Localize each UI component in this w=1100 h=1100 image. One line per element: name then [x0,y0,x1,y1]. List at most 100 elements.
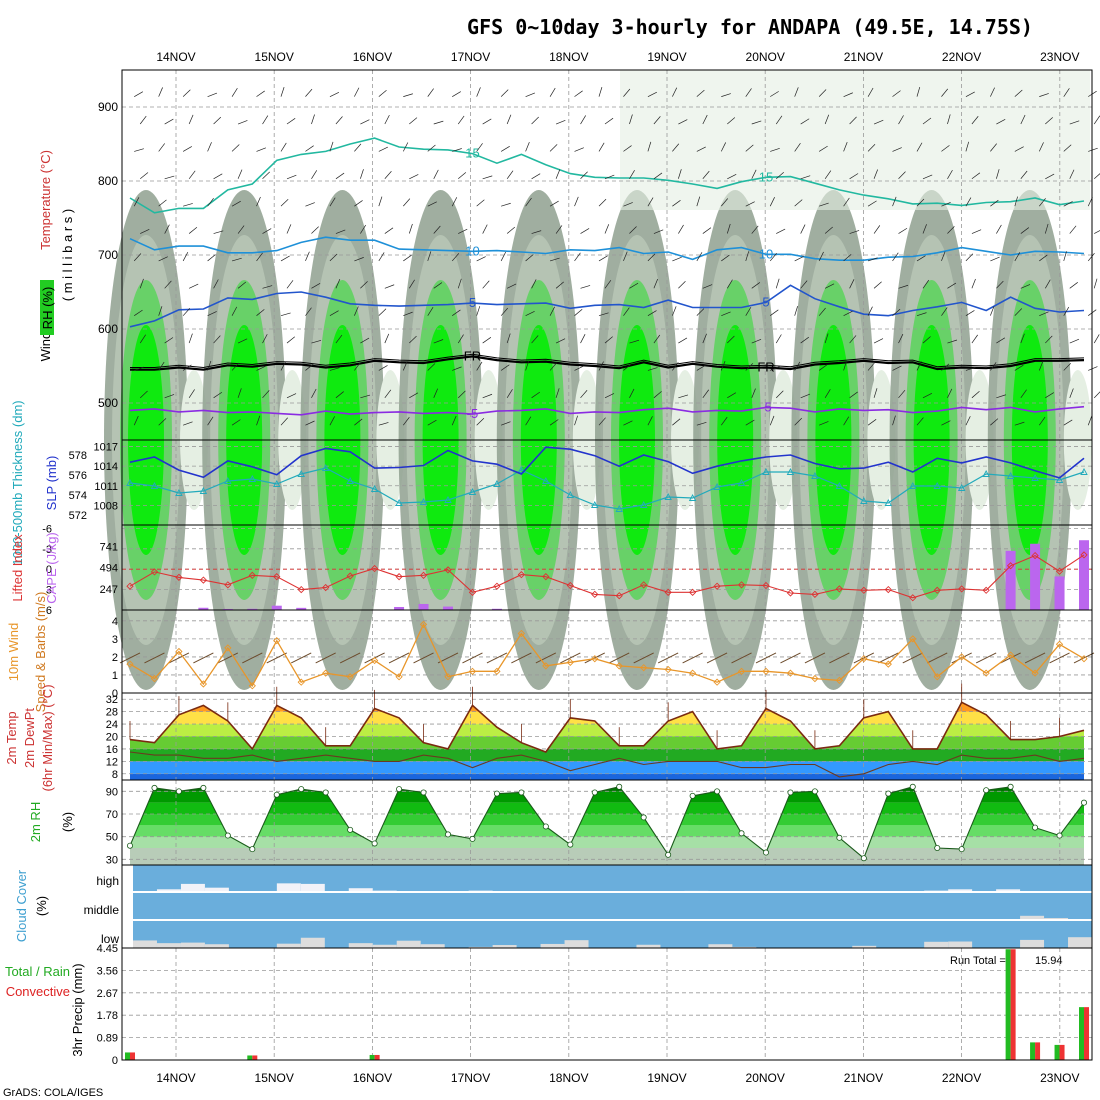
wind-barb [262,334,268,344]
thickness-marker [224,477,232,484]
wind-barb [745,144,754,152]
wind-speed-marker [224,644,232,652]
lifted-ytick-3: 3 [46,585,52,597]
upper-air-label-temp: Temperature (°C) [38,150,53,250]
wind-barb [384,171,392,180]
wind-barb [525,142,530,152]
wind-barb [354,87,360,97]
wind-ytick-0: 0 [112,688,118,700]
wind-barb [990,362,997,371]
lifted-marker [297,585,305,594]
wind-barb [1044,279,1051,289]
slp-ytick-1008: 1008 [94,500,118,512]
wind-barb [702,227,712,234]
wind-barb [188,170,196,179]
rh-2m-marker [518,789,525,796]
wind-barb [549,306,555,316]
wind-barb [653,116,661,125]
wind-speed-marker [395,673,403,681]
wind-barb [818,364,828,371]
wind-barb [134,148,144,152]
wind-barb [653,391,662,399]
wind-barb [598,255,608,262]
rh-2m-marker [175,788,182,795]
wind-barb [158,306,163,316]
wind-barb [751,388,756,398]
rh-2m-marker [127,842,134,849]
wind-barb [672,418,681,426]
wind-barb [574,415,578,426]
temp-2m-line [129,701,1085,753]
contour-10 [129,236,1085,262]
wind-barb [280,417,288,426]
wind-barb [500,364,510,371]
wind-barb [623,145,632,152]
wind-barb [1093,173,1100,180]
rh-ytick-50: 50 [106,832,118,844]
wind-barb [402,142,409,152]
wind-barb [378,365,388,371]
wind-barb [506,114,512,125]
precip-frame [121,947,1093,1061]
wind-barb [164,224,170,234]
rh-bands [130,786,1084,865]
lifted-marker [737,581,746,589]
cape-bar [418,603,429,610]
wind-barb [892,308,901,316]
grads-footer: GrADS: COLA/IGES [3,1087,103,1099]
precip-legend-conv: Convective [6,984,70,999]
wind-barb [188,333,193,344]
wind-barb [922,224,927,234]
precip-conv-bar [1010,949,1016,1060]
rh-2m-marker [860,855,867,862]
thickness-ytick-578: 578 [69,450,87,462]
run-total-label: Run Total = [950,955,1006,967]
thickness-marker [248,475,257,482]
cloud-low-bar [1020,939,1045,948]
wind-barb [720,142,727,152]
wind-barb [427,144,436,152]
wind-barb [182,308,191,316]
wind-10m-barb [633,652,654,664]
wind-barb [916,361,922,371]
wind-speed-marker [566,658,574,666]
cape-bar [296,607,307,610]
wind-barb [623,88,631,97]
wind-speed-marker [664,665,672,674]
rh-2m-marker [787,789,794,796]
wind-barb [745,251,750,262]
wind-10m-barb [339,652,361,664]
wind-barb [384,389,392,399]
wind-barb [182,146,192,152]
wind-barb [207,311,217,316]
wind-speed-marker [958,653,966,661]
cloud-low-bar [636,944,661,948]
slp-ytick-1011: 1011 [94,481,118,493]
wind-barb [996,169,1000,179]
wind-barb [305,307,312,316]
wind-10m-barb [1073,652,1095,664]
wind-barb [531,391,541,399]
thickness-marker [395,499,403,506]
wind-barb [482,175,493,180]
wind-ytick-3: 3 [112,634,118,646]
cloud-low-bar [300,937,325,948]
temp-ytick-20: 20 [106,732,118,744]
wind-barb [696,146,706,152]
lifted-marker [884,585,892,594]
wind-10m-barb [291,652,312,664]
wind-speed-marker [737,667,746,675]
wind-barb [1063,201,1073,207]
wind-barb [941,145,950,152]
x-date-bottom-23NOV: 23NOV [1040,1071,1079,1085]
wind-barb [262,171,270,180]
wind-barb [696,89,705,97]
x-date-bottom-17NOV: 17NOV [451,1071,490,1085]
wind-10m-barb [829,652,850,664]
wind-barb [231,87,238,97]
wind-barb [647,416,653,426]
wind-barb [1045,117,1053,125]
lifted-marker [346,572,354,580]
wind-barb [574,365,584,371]
wind-barb [525,197,532,207]
